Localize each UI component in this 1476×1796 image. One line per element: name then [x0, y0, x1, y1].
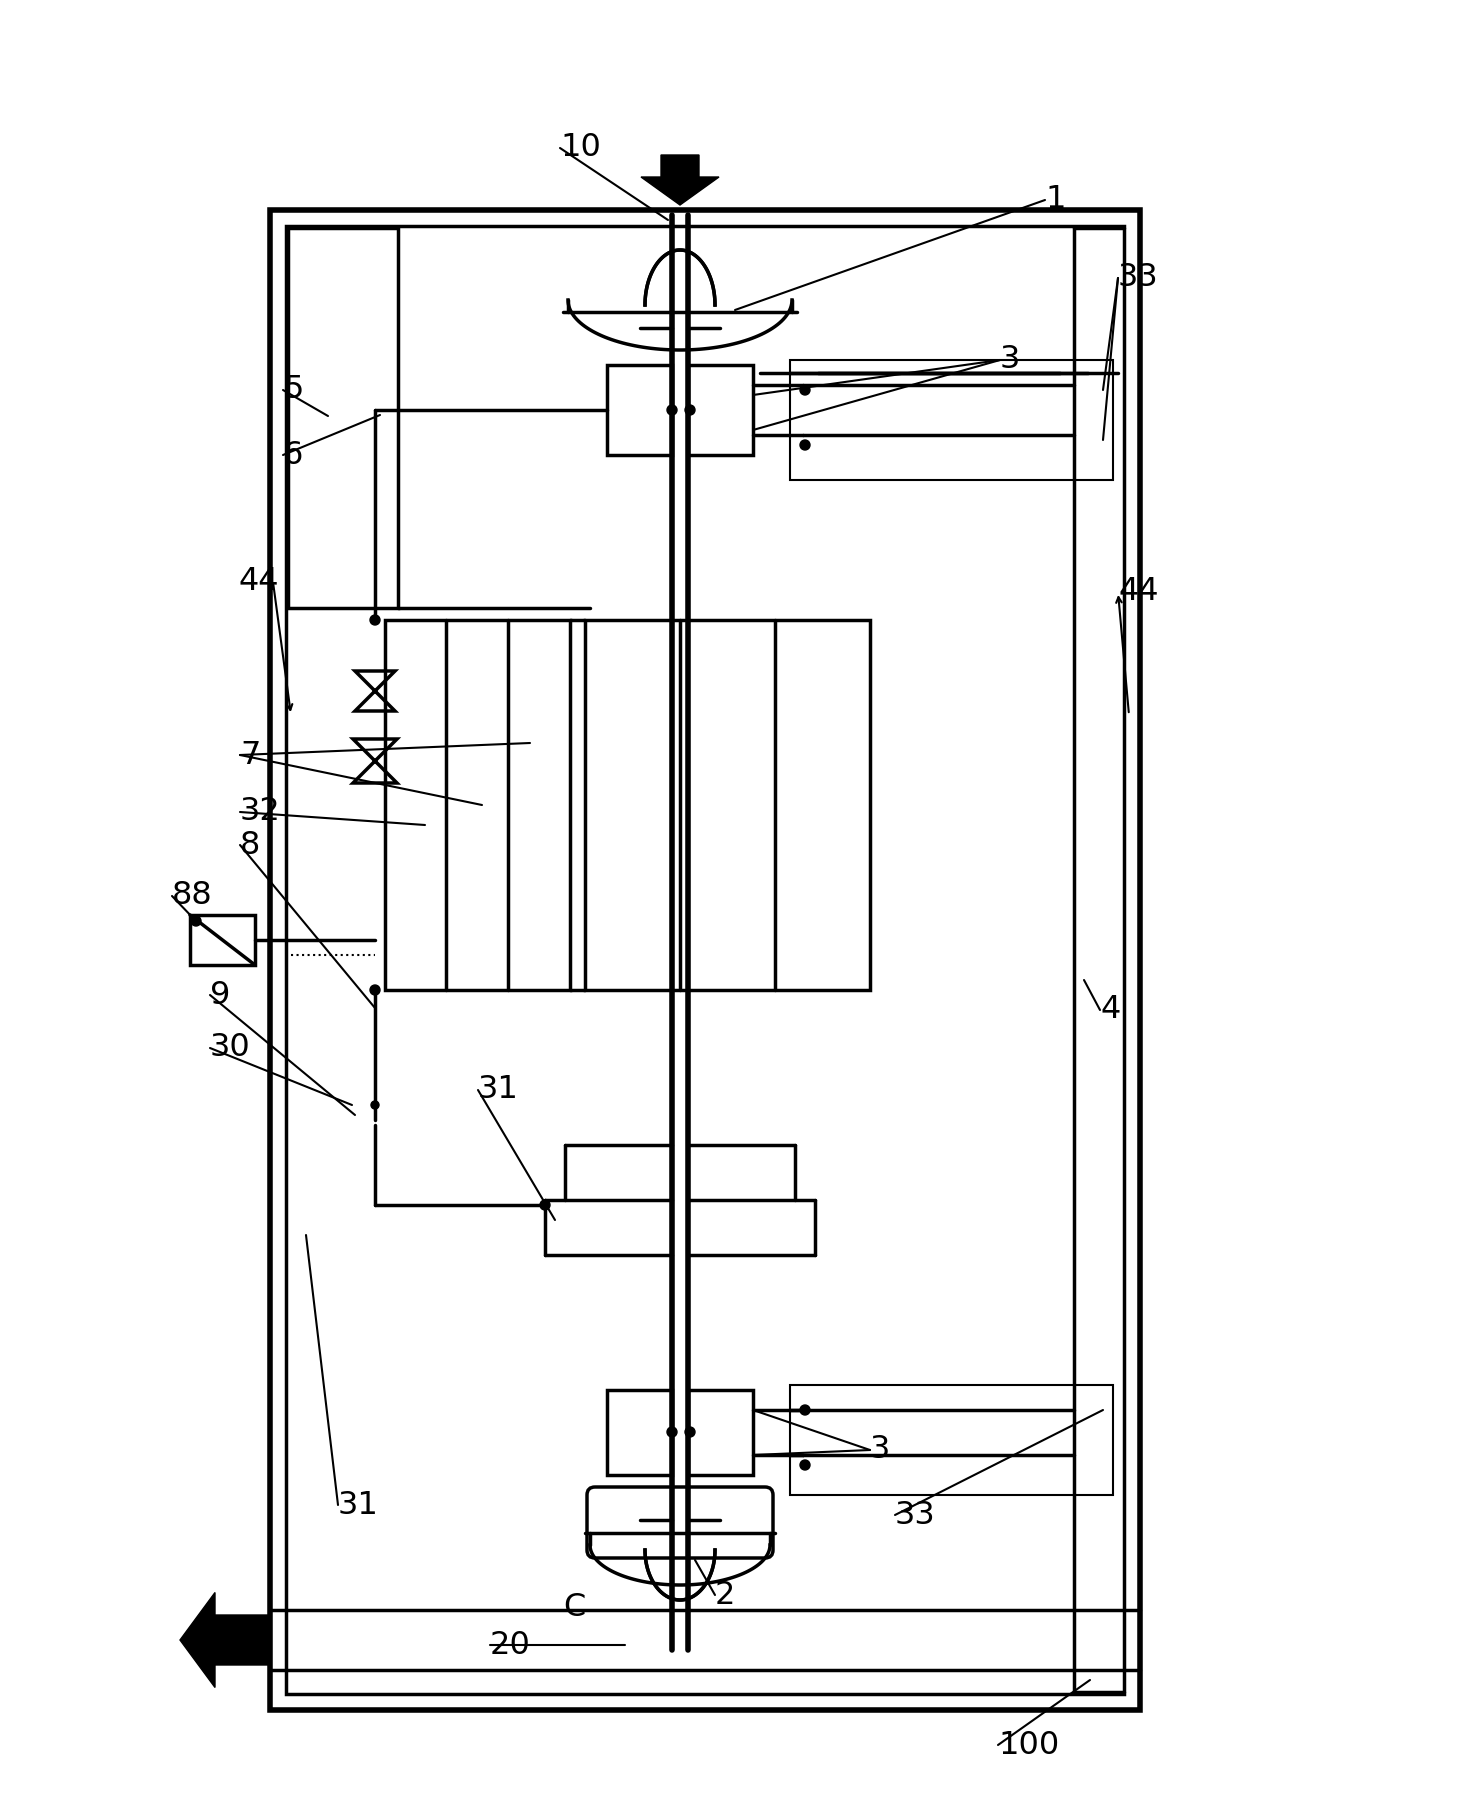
- Text: 4: 4: [1100, 995, 1120, 1026]
- Text: 5: 5: [283, 375, 304, 406]
- Text: 44: 44: [238, 566, 279, 598]
- Text: 32: 32: [241, 796, 280, 828]
- Text: 33: 33: [894, 1500, 936, 1530]
- Circle shape: [800, 440, 810, 451]
- Bar: [286, 226, 1125, 1694]
- Text: 10: 10: [559, 133, 601, 163]
- Text: 3: 3: [869, 1435, 890, 1466]
- Text: 2: 2: [714, 1579, 735, 1611]
- Bar: [790, 359, 1113, 480]
- Circle shape: [685, 406, 695, 415]
- Circle shape: [370, 1101, 379, 1108]
- Text: 8: 8: [241, 830, 260, 860]
- Circle shape: [800, 1404, 810, 1415]
- Circle shape: [685, 1428, 695, 1437]
- FancyArrow shape: [641, 154, 719, 205]
- Bar: [385, 620, 570, 990]
- Circle shape: [540, 1200, 551, 1211]
- Circle shape: [800, 1460, 810, 1469]
- Bar: [607, 365, 672, 454]
- FancyArrow shape: [180, 1593, 270, 1688]
- Text: 7: 7: [241, 740, 260, 770]
- Text: 6: 6: [283, 440, 304, 471]
- Text: 20: 20: [490, 1629, 531, 1661]
- Text: 31: 31: [338, 1489, 379, 1521]
- Circle shape: [667, 1428, 677, 1437]
- Text: 31: 31: [478, 1074, 520, 1106]
- Bar: [190, 914, 255, 964]
- Bar: [270, 210, 1139, 1710]
- Circle shape: [370, 984, 379, 995]
- Circle shape: [190, 916, 201, 927]
- Circle shape: [800, 384, 810, 395]
- Text: 100: 100: [998, 1730, 1060, 1760]
- Text: 1: 1: [1045, 185, 1066, 216]
- Bar: [288, 228, 399, 609]
- Bar: [607, 1390, 672, 1475]
- Bar: [688, 1390, 753, 1475]
- Text: 88: 88: [173, 880, 213, 912]
- Text: 44: 44: [1117, 577, 1159, 607]
- Bar: [584, 620, 869, 990]
- Bar: [688, 365, 753, 454]
- Circle shape: [667, 406, 677, 415]
- Text: 3: 3: [1001, 345, 1020, 375]
- Text: C: C: [562, 1593, 586, 1624]
- Bar: [790, 1385, 1113, 1494]
- Text: 33: 33: [1117, 262, 1159, 293]
- Circle shape: [370, 614, 379, 625]
- Text: 9: 9: [210, 979, 230, 1011]
- Text: 30: 30: [210, 1033, 251, 1063]
